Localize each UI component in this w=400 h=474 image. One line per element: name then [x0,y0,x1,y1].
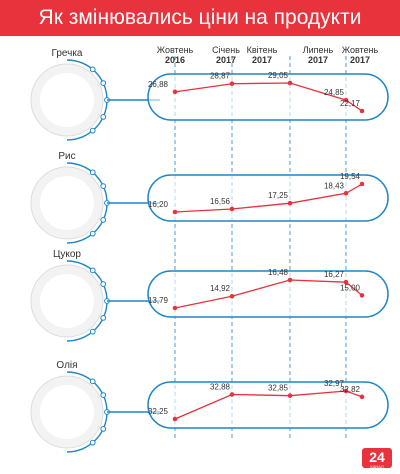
arc-dot [100,114,107,120]
page-title: Як змінювались ціни на продукти [0,0,400,36]
data-label: 32,88 [210,383,231,392]
product-plate [40,73,94,127]
month-label-3: Квітень [247,45,278,55]
data-point [229,392,235,397]
price-chart: Жовтень2016Січень2017Квітень2017Липень20… [30,45,389,453]
month-label-4: Липень [303,45,334,55]
product-plate [40,176,94,230]
arc-dot [89,378,96,385]
data-label: 26,88 [148,80,169,89]
arc-dot [89,267,96,274]
data-label: 16,27 [324,270,345,279]
arc-dot [89,169,96,176]
series-strip-3 [147,270,389,318]
data-label: 29,05 [268,71,289,80]
logo-subtext: КАНАЛ [370,464,384,469]
arc-dot [89,328,96,335]
product-name-3: Цукор [53,249,81,260]
data-point [287,393,293,398]
product-name-4: Олія [56,360,77,371]
year-label-5: 2017 [350,55,370,65]
data-label: 19,54 [340,172,361,181]
data-point [287,80,293,86]
product-plate [40,274,94,328]
arc-dot [100,392,107,398]
data-point [287,200,293,206]
data-label: 32,25 [148,407,169,416]
data-point [172,305,178,311]
data-point [172,416,178,422]
month-label-1: Жовтень [157,45,194,55]
data-label: 16,48 [268,268,289,277]
arc-dot [89,230,96,237]
arc-dot [89,66,96,73]
year-label-2: 2017 [216,55,236,65]
month-label-2: Січень [212,45,240,55]
data-label: 32,82 [340,385,361,394]
year-label-3: 2017 [252,55,272,65]
arc-dot [100,217,107,223]
year-label-4: 2017 [308,55,328,65]
data-label: 32,85 [268,384,289,393]
data-point [343,97,349,103]
series-strip-2 [147,174,389,222]
data-point [229,81,235,87]
data-label: 14,92 [210,284,231,293]
data-label: 16,20 [148,200,169,209]
data-point [359,293,365,298]
data-label: 28,87 [210,72,231,81]
year-label-1: 2016 [165,55,185,65]
data-point [172,89,178,95]
arc-dot [100,281,107,287]
data-point [359,108,365,114]
data-label: 15,00 [340,283,361,292]
data-point [343,191,349,196]
arc-dot [100,426,107,432]
data-point [229,206,235,212]
product-plate [40,385,94,439]
logo-text: 24 [369,449,385,465]
product-name-2: Рис [58,151,75,162]
data-point [287,277,293,283]
arc-dot [100,80,107,86]
series-strip-4 [147,381,389,429]
data-label: 16,56 [210,197,231,206]
data-point [343,388,349,394]
data-label: 22,17 [340,99,361,108]
data-point [229,293,235,299]
data-label: 18,43 [324,181,345,190]
data-point [172,209,178,215]
channel-24-logo: 24 КАНАЛ [362,448,392,469]
arc-dot [89,127,96,134]
arc-dot [89,439,96,446]
month-label-5: Жовтень [342,45,379,55]
data-label: 13,79 [148,296,169,305]
data-point [359,394,365,400]
series-strip-1 [147,73,389,121]
arc-dot [100,183,107,189]
data-point [359,181,365,187]
data-point [343,279,349,285]
data-label: 32,97 [324,379,345,388]
arc-dot [100,315,107,321]
data-label: 17,25 [268,191,289,200]
product-name-1: Гречка [51,48,82,59]
data-label: 24,85 [324,88,345,97]
